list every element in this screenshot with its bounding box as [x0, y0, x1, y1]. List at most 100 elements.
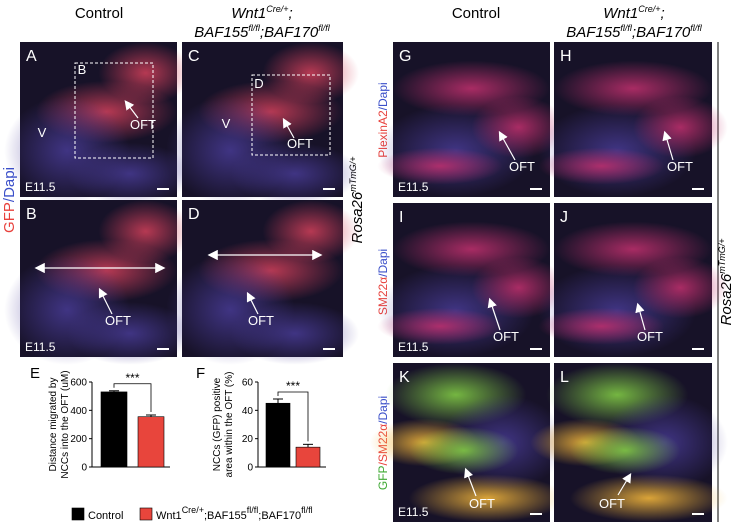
- arrow: [124, 100, 139, 119]
- column-header-part: fl/fl: [248, 23, 261, 33]
- y-tick-label: 0: [247, 463, 253, 474]
- stage-label: E11.5: [398, 340, 429, 354]
- arrow: [282, 117, 295, 139]
- column-header-part: fl/fl: [690, 23, 703, 33]
- legend-label-part: ;BAF155: [204, 510, 247, 522]
- y-tick-label: 60: [242, 378, 254, 389]
- legend-swatch: [71, 507, 85, 521]
- y-axis-label: NCCs (GFP) positive: [212, 377, 223, 471]
- side-label-part: /Dapi: [376, 249, 390, 277]
- annotation: OFT: [493, 329, 519, 344]
- panel-letter: A: [26, 48, 37, 65]
- stage-label: E11.5: [398, 505, 429, 519]
- column-header-part: ;: [289, 5, 293, 22]
- panel-letter: E: [30, 365, 40, 382]
- side-label-part: GFP: [376, 465, 390, 490]
- significance-bracket: [277, 391, 309, 442]
- tissue: [262, 42, 360, 104]
- y-tick-label: 40: [242, 406, 254, 417]
- annotation: OFT: [509, 159, 535, 174]
- column-header-part: fl/fl: [620, 23, 633, 33]
- arrow: [617, 472, 632, 496]
- tissue: [408, 426, 519, 475]
- annotation: V: [38, 125, 47, 140]
- column-header-part: Wnt1: [231, 5, 266, 22]
- bar: [100, 391, 128, 468]
- panel-letter: F: [196, 365, 205, 382]
- column-header-part: ;: [661, 5, 665, 22]
- tissue: [377, 147, 503, 185]
- annotation: OFT: [667, 159, 693, 174]
- legend-label-part: Cre/+: [182, 505, 204, 515]
- annotation: OFT: [248, 313, 274, 328]
- column-header-part: BAF155: [194, 24, 249, 41]
- y-tick-label: 0: [81, 463, 87, 474]
- column-header: Control: [452, 5, 500, 22]
- legend-label-part: fl/fl: [247, 505, 259, 515]
- panel-letter: J: [560, 209, 568, 226]
- legend-label-part: fl/fl: [301, 505, 313, 515]
- y-tick-label: 200: [70, 434, 87, 445]
- panel-letter: L: [560, 369, 569, 386]
- arrow: [662, 130, 674, 161]
- side-label-part: /Dapi: [376, 82, 390, 110]
- tissue: [633, 256, 728, 319]
- tissue: [262, 200, 360, 263]
- significance-bracket: [113, 383, 152, 413]
- column-header-part: BAF155: [566, 24, 621, 41]
- legend-label-part: Control: [88, 510, 123, 522]
- panel-letter: G: [399, 48, 411, 65]
- y-tick-label: 600: [70, 378, 87, 389]
- annotation: V: [222, 116, 231, 131]
- legend-label: Control: [88, 510, 123, 522]
- y-axis-label: area within the OFT (%): [224, 372, 235, 478]
- tissue: [230, 142, 360, 205]
- stage-label: E11.5: [398, 180, 429, 194]
- tissue: [98, 200, 193, 263]
- side-label-part: GFP: [1, 202, 18, 233]
- bar: [265, 402, 291, 468]
- tissue: [377, 307, 503, 345]
- legend-label: Wnt1Cre/+;BAF155fl/fl;BAF170fl/fl: [156, 505, 313, 522]
- annotation: OFT: [637, 329, 663, 344]
- arrow: [98, 287, 113, 315]
- y-axis-label: NCCs into the OFT (uM): [60, 370, 71, 478]
- tissue: [633, 96, 728, 159]
- y-axis-label: Distance migrated by: [48, 378, 59, 472]
- arrow: [464, 467, 477, 497]
- annotation: B: [78, 62, 87, 77]
- panel-letter: K: [399, 369, 410, 386]
- panel-letter: C: [188, 48, 200, 65]
- panel-letter: D: [188, 206, 200, 223]
- column-header-part: ;BAF170: [260, 24, 319, 41]
- column-header-part: fl/fl: [318, 23, 331, 33]
- legend-swatch: [139, 507, 153, 521]
- bar: [295, 446, 321, 468]
- column-header: BAF155fl/fl;BAF170fl/fl: [194, 23, 331, 41]
- significance: ***: [286, 379, 300, 393]
- tissue: [98, 42, 193, 104]
- tissue: [538, 147, 665, 185]
- column-header: BAF155fl/fl;BAF170fl/fl: [566, 23, 703, 41]
- annotation: D: [254, 76, 263, 91]
- column-header: Wnt1Cre/+;: [603, 4, 664, 22]
- significance: ***: [125, 371, 139, 385]
- panel-letter: B: [26, 206, 37, 223]
- legend-label-part: ;BAF170: [258, 510, 301, 522]
- panel-letter: H: [560, 48, 572, 65]
- arrow: [498, 130, 516, 161]
- stage-label: E11.5: [25, 340, 56, 354]
- annotation: OFT: [130, 117, 156, 132]
- y-tick-label: 400: [70, 406, 87, 417]
- tissue: [230, 302, 360, 365]
- column-header-part: Cre/+: [638, 4, 660, 14]
- arrow: [246, 291, 259, 315]
- arrow: [487, 297, 501, 331]
- side-label-part: mTmG/+: [717, 239, 727, 274]
- column-header-part: Wnt1: [603, 5, 638, 22]
- column-header-part: Cre/+: [266, 4, 288, 14]
- inset-box: [251, 74, 331, 156]
- column-header: Wnt1Cre/+;: [231, 4, 292, 22]
- column-header-part: ;BAF170: [632, 24, 691, 41]
